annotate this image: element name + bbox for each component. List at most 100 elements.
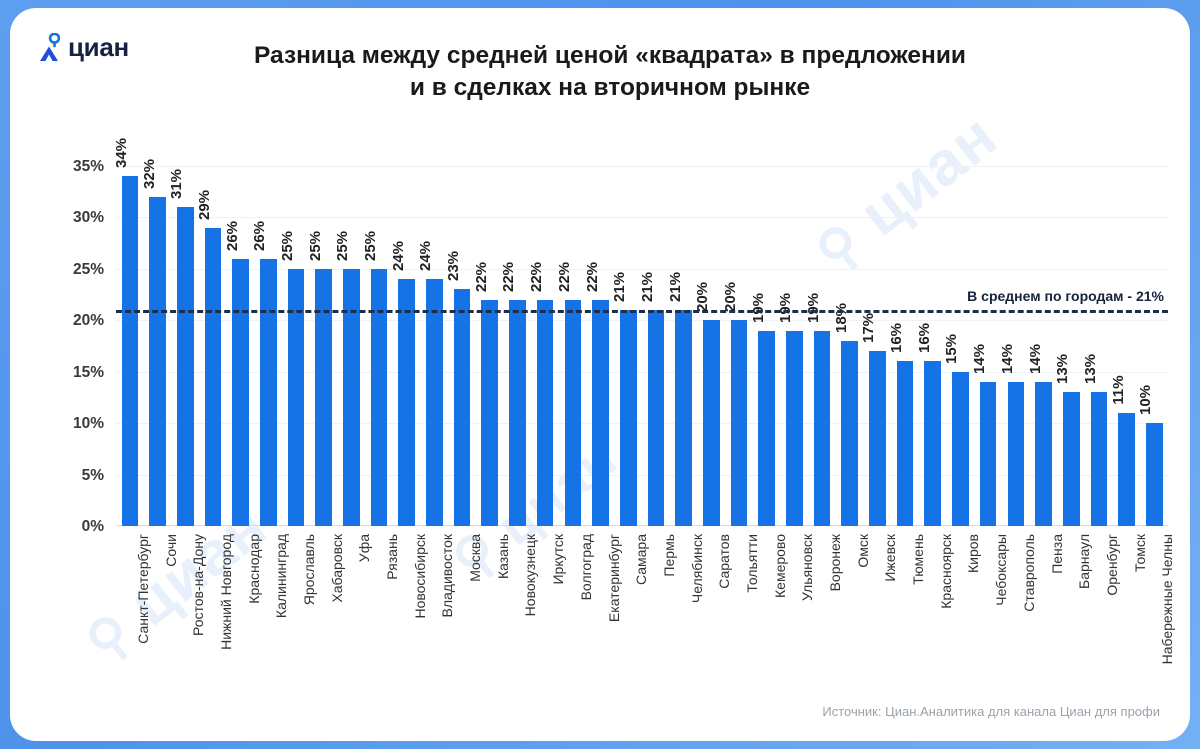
bar-value-label: 23%: [445, 251, 463, 282]
bar-value-label: 26%: [223, 220, 241, 251]
x-axis-label-slot: Волгоград: [559, 530, 594, 680]
bar-slot: 20%: [694, 166, 725, 526]
bar[interactable]: 16%: [888, 323, 914, 526]
bar[interactable]: 10%: [1137, 385, 1163, 526]
bar-value-label: 14%: [1026, 343, 1044, 375]
bar[interactable]: 16%: [916, 323, 942, 526]
x-axis-label-slot: Челябинск: [670, 530, 705, 680]
y-axis-tick-label: 25%: [72, 260, 104, 278]
y-axis-tick-label: 10%: [72, 415, 104, 433]
x-axis-label-slot: Тольятти: [725, 530, 760, 680]
bar-value-label: 11%: [1109, 375, 1127, 405]
x-axis-label-slot: Ставрополь: [1002, 530, 1037, 680]
gridline: [116, 268, 1168, 270]
bar-value-label: 19%: [777, 292, 795, 323]
bar-slot: 14%: [971, 166, 1002, 526]
bar-slot: 21%: [611, 166, 642, 526]
bar-slot: 11%: [1110, 166, 1141, 526]
bar-slot: 34%: [113, 138, 144, 526]
bar[interactable]: 25%: [279, 231, 305, 526]
bar[interactable]: 14%: [999, 344, 1025, 526]
bar[interactable]: 26%: [224, 221, 249, 526]
x-axis-label-slot: Ростов-на-Дону: [171, 530, 206, 680]
bar[interactable]: 22%: [556, 262, 582, 526]
bar-value-label: 26%: [251, 220, 269, 251]
y-axis-tick-label: 5%: [81, 466, 104, 484]
bar[interactable]: 24%: [417, 241, 443, 526]
x-axis-tick-label: Набережные Челны: [1159, 534, 1176, 665]
bar-slot: 22%: [473, 166, 504, 526]
bar[interactable]: 22%: [473, 262, 499, 526]
bar-slot: 29%: [196, 166, 227, 526]
y-axis-tick-label: 35%: [72, 158, 104, 175]
bar-slot: 25%: [334, 166, 366, 526]
bar-slot: 32%: [141, 159, 172, 526]
bar[interactable]: 20%: [694, 282, 720, 526]
bar[interactable]: 14%: [971, 344, 997, 526]
bar-slot: 24%: [390, 166, 421, 526]
cian-logo-text: циан: [68, 32, 129, 62]
x-axis-label-slot: Сочи: [144, 530, 179, 680]
bar[interactable]: 25%: [334, 231, 360, 526]
bar-value-label: 25%: [362, 230, 380, 261]
bar[interactable]: 19%: [777, 293, 803, 526]
bar[interactable]: 22%: [584, 262, 609, 526]
bar-value-label: 21%: [611, 271, 629, 303]
bar[interactable]: 20%: [722, 282, 748, 526]
bar[interactable]: 24%: [390, 241, 416, 526]
bar[interactable]: 25%: [362, 231, 388, 526]
bar-slot: 15%: [943, 166, 975, 526]
x-axis-labels: Санкт-Петербург Сочи Ростов-на-Дону Нижний …: [116, 530, 1175, 680]
bar[interactable]: 14%: [1027, 344, 1052, 526]
average-line: [116, 310, 1168, 313]
bar-value-label: 22%: [472, 261, 490, 292]
cian-pin-person-icon: [38, 32, 64, 63]
bar[interactable]: 29%: [196, 190, 222, 526]
bar-chart: 0% 5% 10% 15% 20% 25% 30% 35% 34% 32% 31% 29% 26% 26…: [38, 138, 1175, 680]
x-axis-label-slot: Пенза: [1030, 530, 1065, 680]
bar[interactable]: 18%: [833, 303, 859, 526]
bar[interactable]: 13%: [1054, 354, 1080, 526]
x-axis-label-slot: Ижевск: [864, 530, 898, 680]
bar[interactable]: 15%: [943, 334, 969, 526]
bar-value-label: 22%: [528, 261, 546, 292]
x-axis-label-slot: Оренбург: [1085, 530, 1120, 680]
x-axis-label-slot: Барнаул: [1057, 530, 1092, 680]
gridline: [116, 474, 1168, 476]
bar-slot: 19%: [805, 166, 836, 526]
bar[interactable]: 31%: [168, 169, 194, 526]
x-axis-label-slot: Владивосток: [421, 530, 455, 680]
bar[interactable]: 21%: [611, 272, 637, 526]
bar[interactable]: 19%: [750, 293, 775, 526]
bar-slot: 26%: [251, 166, 282, 526]
bar[interactable]: 32%: [141, 159, 166, 526]
bar-slot: 22%: [500, 166, 532, 526]
bar[interactable]: 23%: [445, 251, 471, 526]
bar-value-label: 20%: [721, 282, 739, 313]
gridline: [116, 423, 1168, 425]
x-axis-label-slot: Красноярск: [919, 530, 954, 680]
bar[interactable]: 26%: [251, 221, 277, 526]
bar[interactable]: 11%: [1110, 375, 1135, 526]
bar[interactable]: 19%: [805, 293, 831, 526]
bar[interactable]: 13%: [1082, 354, 1108, 526]
x-axis-label-slot: Набережные Челны: [1140, 530, 1175, 680]
bar[interactable]: 22%: [500, 262, 526, 526]
bar[interactable]: 22%: [528, 262, 554, 526]
bar-slot: 23%: [445, 166, 476, 526]
bar-value-label: 22%: [555, 261, 573, 292]
bar[interactable]: 25%: [307, 231, 332, 526]
bar[interactable]: 21%: [667, 272, 692, 526]
x-axis-label-slot: Калининград: [254, 530, 289, 680]
bar[interactable]: 17%: [860, 313, 886, 526]
bar-value-label: 10%: [1137, 385, 1155, 416]
bar-slot: 26%: [224, 166, 255, 526]
bar[interactable]: 34%: [113, 138, 139, 526]
cian-logo[interactable]: циан: [38, 32, 129, 63]
bar[interactable]: 21%: [639, 272, 665, 526]
bar-value-label: 34%: [112, 138, 130, 169]
average-line-label: В среднем по городам - 21%: [967, 288, 1164, 304]
bar-value-label: 21%: [666, 271, 684, 303]
bar-slot: 20%: [722, 166, 753, 526]
